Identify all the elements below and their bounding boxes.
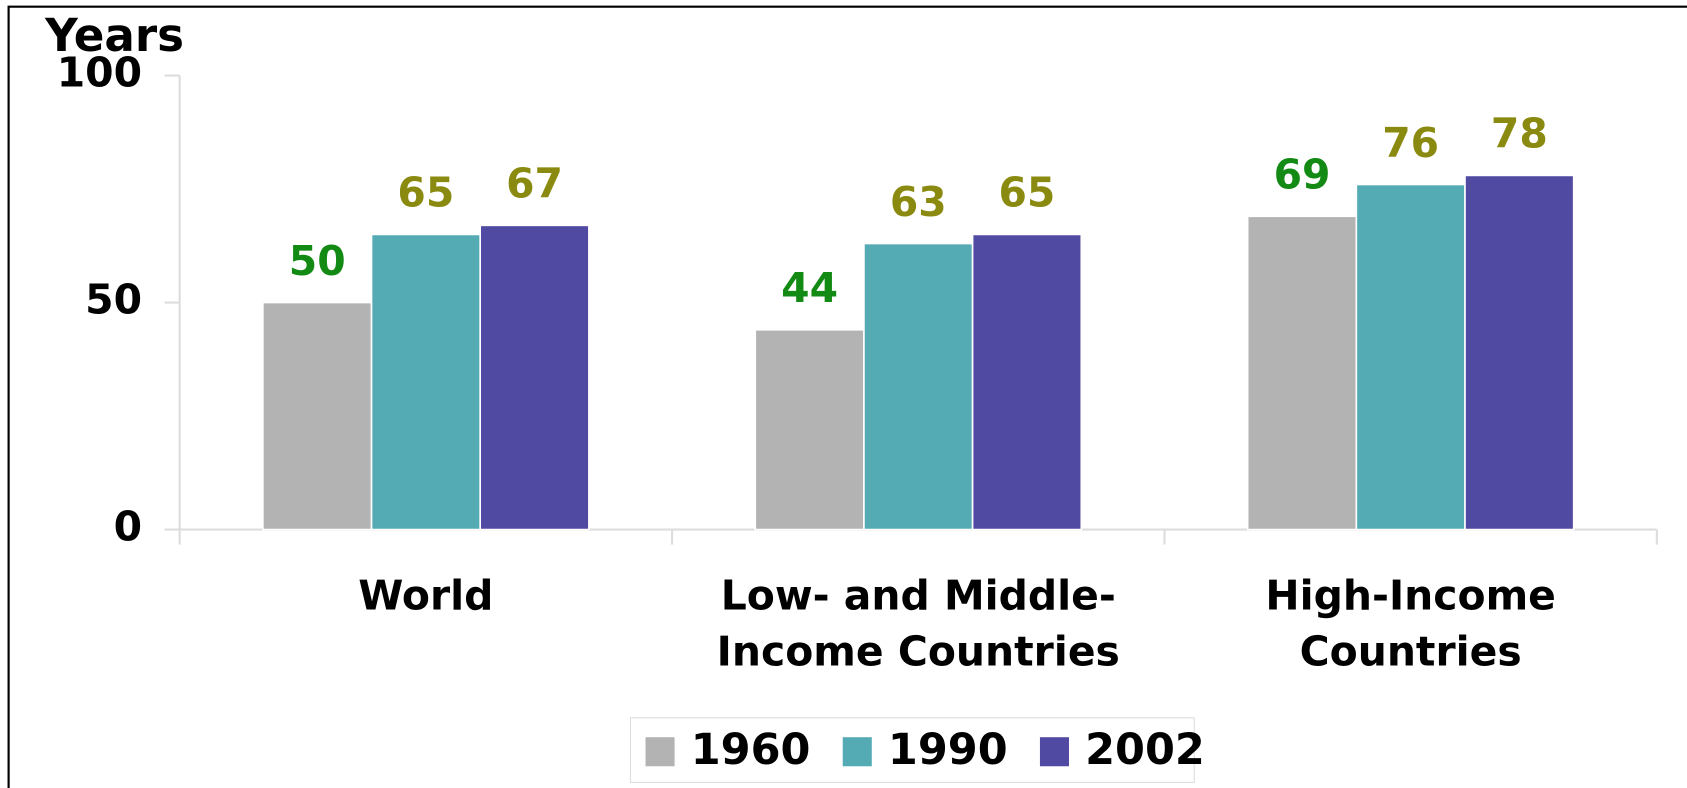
x-tick-label: Countries xyxy=(1300,627,1522,675)
x-tick-label: World xyxy=(358,571,493,619)
value-label: 69 xyxy=(1274,151,1331,199)
y-tick-label: 0 xyxy=(114,503,142,551)
bar xyxy=(863,242,974,531)
frame xyxy=(7,5,1687,788)
bar xyxy=(1355,183,1466,531)
bar xyxy=(1246,215,1358,531)
x-tick-label: High-Income xyxy=(1265,571,1555,619)
bar xyxy=(971,233,1083,531)
value-label: 44 xyxy=(781,264,838,312)
value-label: 50 xyxy=(289,237,346,285)
x-tick-label: Low- and Middle- xyxy=(721,571,1116,619)
value-label: 63 xyxy=(890,178,947,226)
legend-box xyxy=(629,717,1195,783)
x-tick-label: Income Countries xyxy=(717,627,1120,675)
legend-label: 1960 xyxy=(691,725,811,775)
bar xyxy=(370,233,482,531)
value-label: 67 xyxy=(506,160,563,208)
chart-title: Years xyxy=(44,9,184,62)
value-label: 65 xyxy=(998,169,1055,217)
legend-swatch xyxy=(645,737,675,767)
y-tick-label: 50 xyxy=(85,276,142,324)
bar xyxy=(479,224,590,531)
value-label: 65 xyxy=(397,169,454,217)
value-label: 78 xyxy=(1491,110,1548,158)
legend-label: 1990 xyxy=(888,725,1008,775)
bar xyxy=(1464,174,1575,531)
value-label: 76 xyxy=(1382,119,1439,167)
bar xyxy=(262,301,373,531)
y-tick-label: 100 xyxy=(57,49,142,97)
bar xyxy=(754,328,865,531)
legend-swatch xyxy=(842,737,872,767)
legend-label: 2002 xyxy=(1085,725,1205,775)
legend-swatch xyxy=(1039,737,1069,767)
